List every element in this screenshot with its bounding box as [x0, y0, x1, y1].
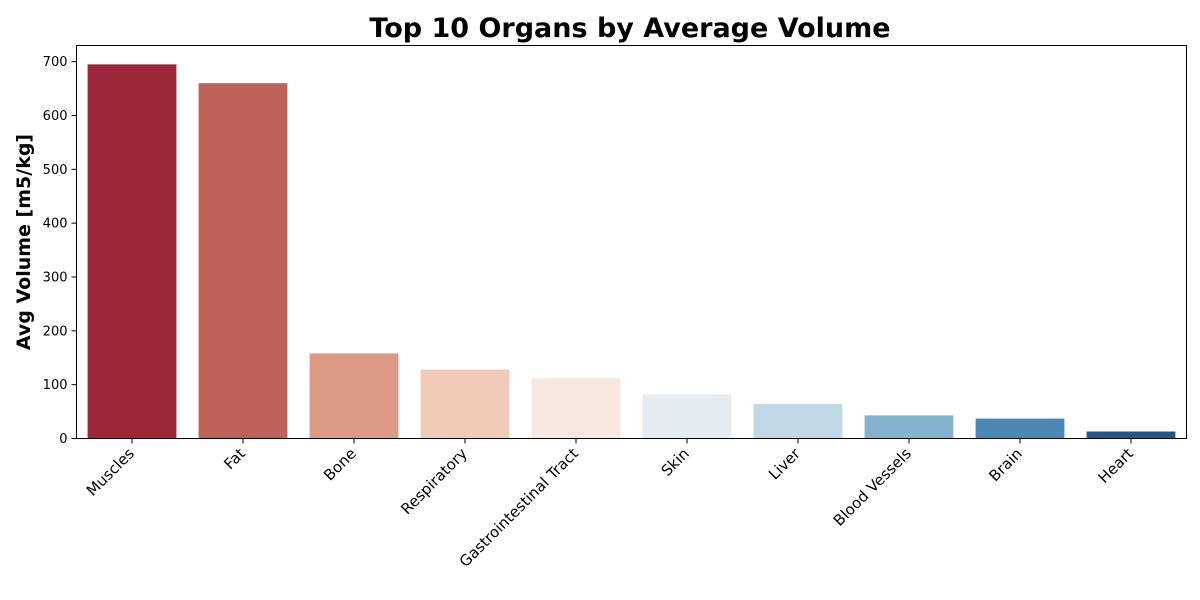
bar-muscles: [87, 64, 177, 439]
bar-fat: [198, 83, 288, 439]
x-tick-label: Gastrointestinal Tract: [456, 445, 582, 571]
x-tick-label: Blood Vessels: [830, 444, 915, 529]
bar-gastrointestinal-tract: [531, 378, 621, 439]
bar-brain: [975, 418, 1065, 439]
x-ticks-group: Muscles Fat Bone RespiratoryGastrointestina…: [83, 438, 1137, 571]
y-tick-label: 200: [43, 324, 68, 339]
bar-blood-vessels: [864, 415, 954, 439]
x-tick-label: Brain: [985, 445, 1026, 486]
bar-skin: [642, 394, 732, 439]
y-tick-label: 500: [43, 163, 68, 178]
y-tick-label: 700: [43, 55, 68, 70]
bar-liver: [753, 404, 843, 439]
y-tick-label: 300: [43, 270, 68, 285]
bar-respiratory: [420, 369, 510, 439]
x-tick-label: Fat: [220, 445, 249, 474]
y-tick-label: 100: [43, 378, 68, 393]
x-tick-label: Heart: [1095, 445, 1137, 487]
chart-title: Top 10 Organs by Average Volume: [369, 13, 890, 44]
x-tick-label: Liver: [765, 444, 804, 483]
y-tick-label: 400: [43, 217, 68, 232]
y-tick-label: 600: [43, 109, 68, 124]
x-tick-label: Skin: [658, 445, 693, 480]
y-ticks-group: 0 100 200 300 400 500 600 700: [43, 55, 77, 447]
y-tick-label: 0: [59, 432, 67, 447]
x-tick-label: Bone: [320, 445, 360, 485]
y-axis-label: Avg Volume [m5/kg]: [13, 134, 35, 350]
bars-group: [87, 64, 1176, 439]
x-tick-label: Muscles: [83, 444, 138, 499]
bar-bone: [309, 353, 399, 439]
x-tick-label: Respiratory: [397, 445, 471, 519]
bar-heart: [1086, 431, 1176, 439]
plot-frame: [76, 45, 1187, 439]
